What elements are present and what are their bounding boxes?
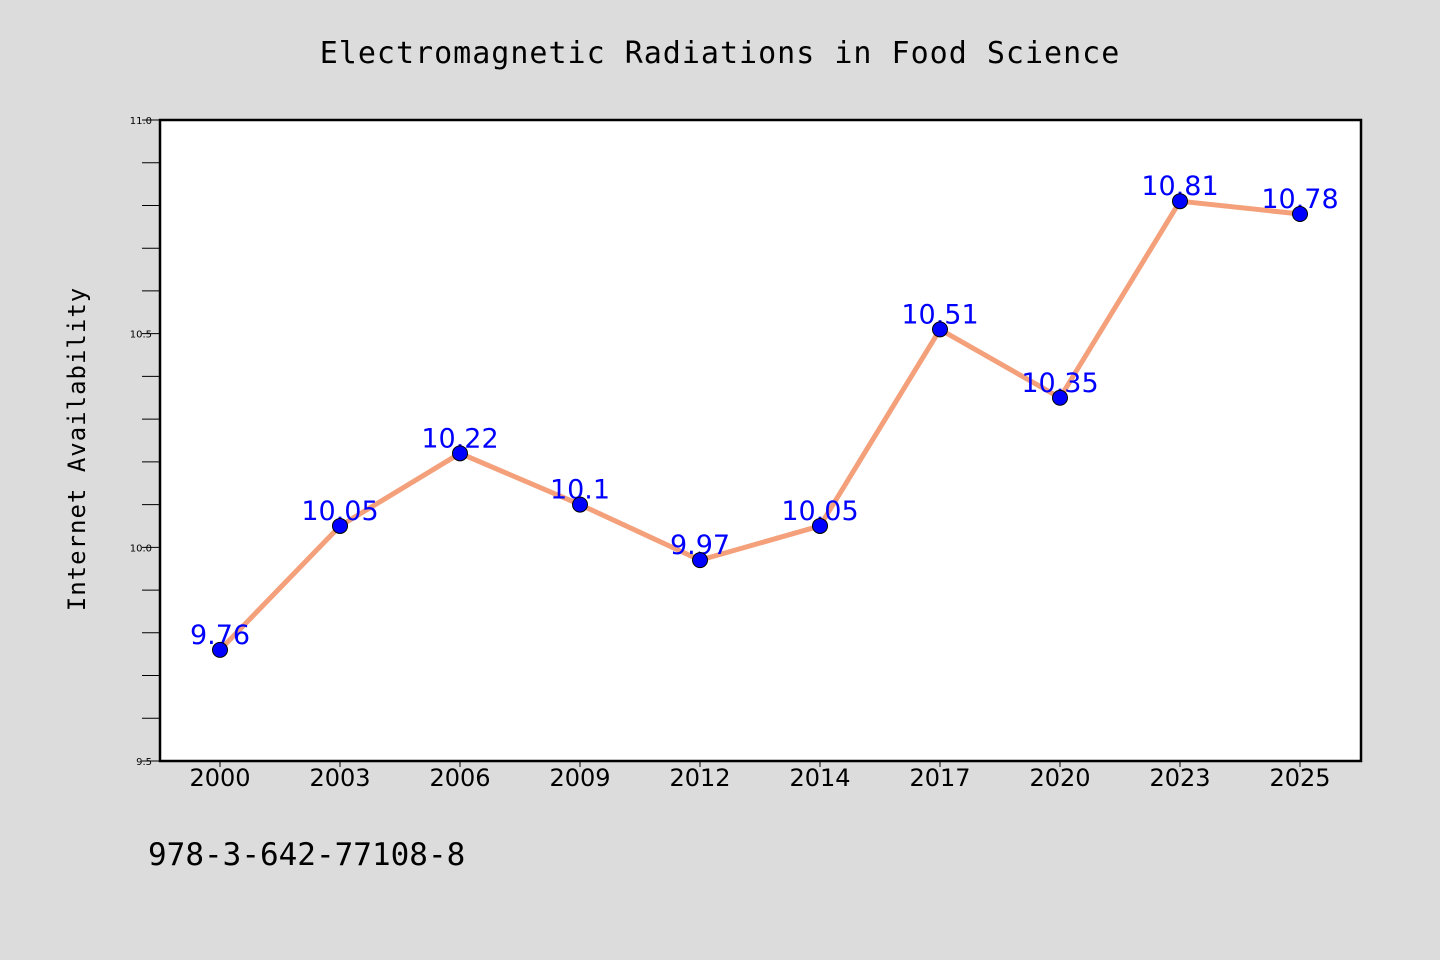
- data-point-marker: [692, 552, 708, 569]
- y-axis-label: Internet Availability: [63, 287, 91, 611]
- y-tick-label: 10.0: [130, 543, 152, 554]
- data-point-marker: [452, 445, 468, 462]
- data-point-marker: [812, 517, 828, 534]
- x-tick-label: 2009: [549, 764, 610, 792]
- x-tick-label: 2025: [1269, 764, 1330, 792]
- y-tick-label: 10.5: [130, 330, 152, 341]
- markers-group: [212, 193, 1308, 658]
- x-tick-label: 2020: [1029, 764, 1090, 792]
- x-tick-label: 2006: [429, 764, 490, 792]
- series-line: [217, 198, 1303, 653]
- y-tick-label: 11.0: [130, 116, 152, 127]
- x-tick-label: 2012: [669, 764, 730, 792]
- data-point-marker: [212, 641, 228, 658]
- x-tick-label: 2000: [189, 764, 250, 792]
- x-tick-label: 2003: [309, 764, 370, 792]
- x-axis-ticks: 2000 2003 2006 2009 2012 2014 2017 2020 2023 2025: [189, 761, 1331, 792]
- x-tick-label: 2017: [909, 764, 970, 792]
- data-point-marker: [572, 496, 588, 513]
- data-point-marker: [1052, 389, 1068, 406]
- isbn-text: 978-3-642-77108-8: [148, 837, 465, 873]
- x-tick-label: 2014: [789, 764, 850, 792]
- plot-area: [158, 118, 1363, 763]
- data-point-marker: [932, 321, 948, 338]
- x-tick-label: 2023: [1149, 764, 1210, 792]
- data-point-marker: [1172, 193, 1188, 210]
- data-point-marker: [1292, 206, 1308, 223]
- y-axis-ticks: 9.5 10.0 10.5 11.0: [130, 116, 159, 768]
- data-point-marker: [332, 517, 348, 534]
- chart-title: Electromagnetic Radiations in Food Scien…: [320, 36, 1121, 71]
- series-line-group: [217, 198, 1303, 653]
- y-tick-label: 9.5: [136, 757, 152, 768]
